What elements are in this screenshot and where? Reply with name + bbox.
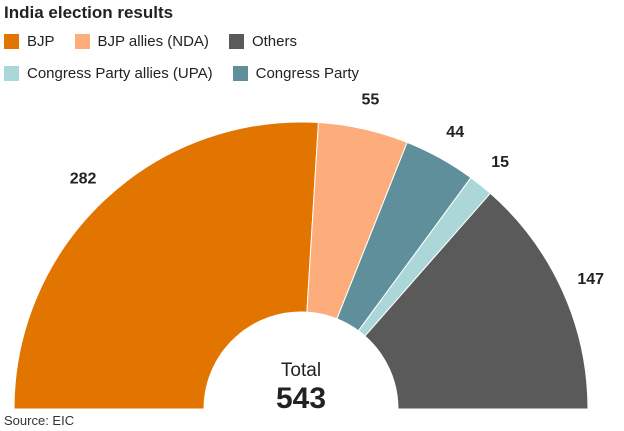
legend-label-congress-allies: Congress Party allies (UPA) <box>27 65 213 82</box>
legend-swatch-bjp-allies <box>74 34 90 49</box>
legend-item-congress: Congress Party <box>232 65 359 82</box>
legend-item-bjp: BJP <box>4 33 55 50</box>
value-label-bjp: 282 <box>70 170 97 187</box>
legend-row-2: Congress Party allies (UPA) Congress Par… <box>4 65 379 82</box>
legend-label-others: Others <box>251 33 297 50</box>
legend-label-bjp-allies: BJP allies (NDA) <box>97 33 209 50</box>
value-label-congress-party: 44 <box>446 124 464 141</box>
value-label-congress-party-allies-upa: 15 <box>491 154 509 171</box>
legend-swatch-congress <box>232 66 248 81</box>
slice-bjp <box>13 121 319 410</box>
value-label-bjp-allies-nda: 55 <box>361 92 379 109</box>
legend-item-congress-allies: Congress Party allies (UPA) <box>4 65 213 82</box>
legend-label-congress: Congress Party <box>255 65 359 82</box>
total-label: Total <box>281 360 321 381</box>
value-label-others: 147 <box>577 271 604 288</box>
legend-item-others: Others <box>228 33 297 50</box>
legend-item-bjp-allies: BJP allies (NDA) <box>74 33 209 50</box>
legend-swatch-others <box>228 34 244 49</box>
donut-slices <box>13 121 589 410</box>
legend-row-1: BJP BJP allies (NDA) Others <box>4 33 317 50</box>
chart-title: India election results <box>4 3 174 22</box>
value-labels: 282 55 44 15 147 <box>70 92 604 288</box>
legend-swatch-bjp <box>4 34 19 49</box>
source-note: Source: EIC <box>4 413 75 428</box>
total-value: 543 <box>276 382 326 415</box>
legend-swatch-congress-allies <box>4 66 19 81</box>
legend-label-bjp: BJP <box>27 33 55 50</box>
slice-others <box>364 192 589 410</box>
